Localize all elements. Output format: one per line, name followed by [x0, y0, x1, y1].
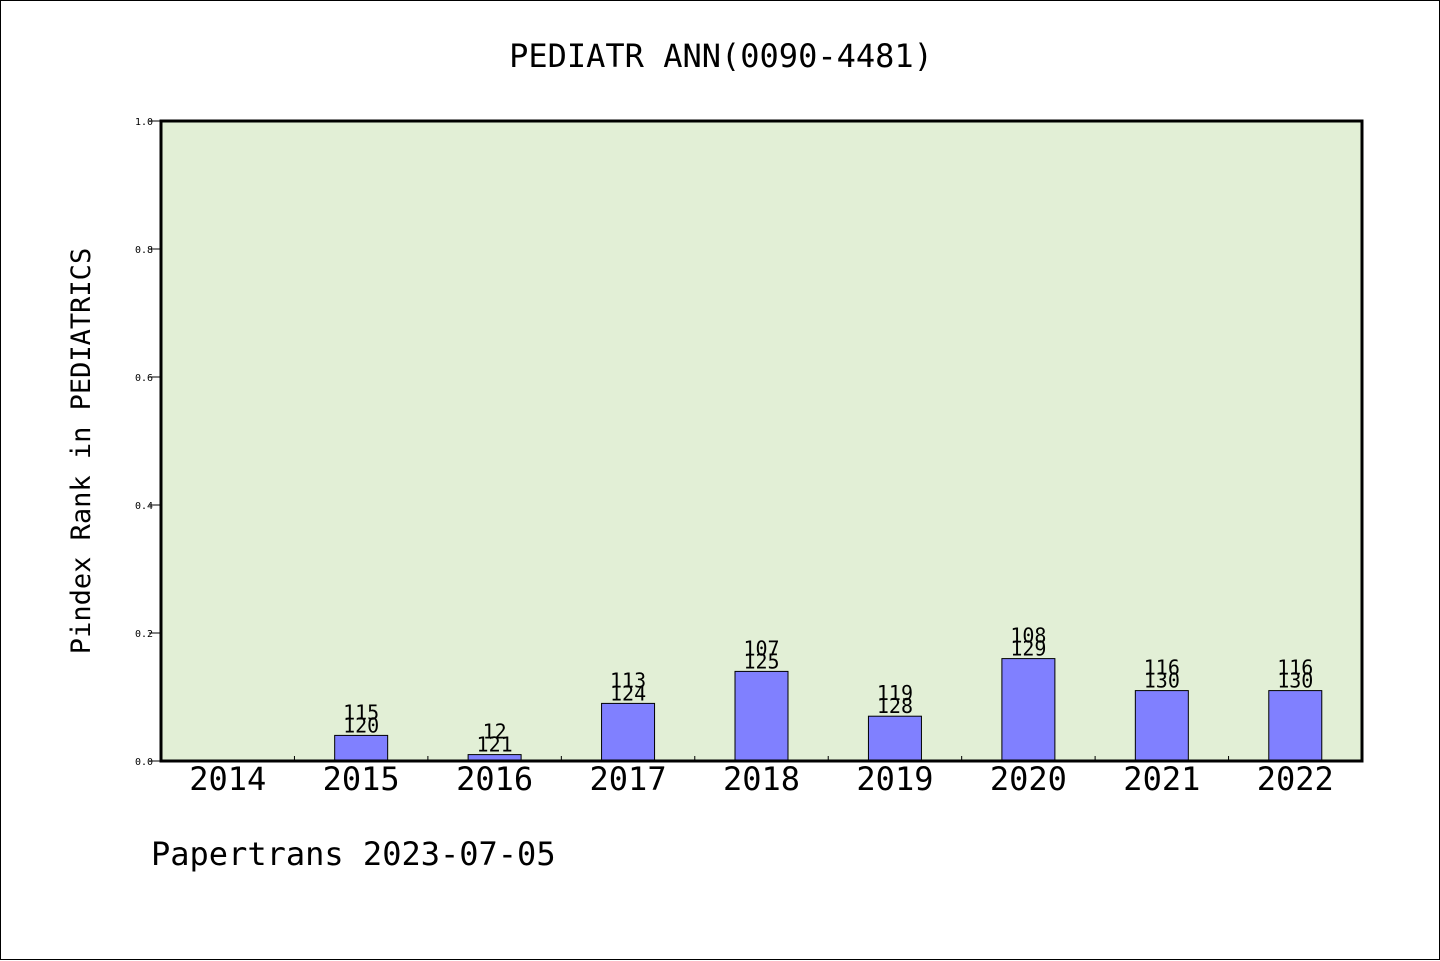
bar-rank-label: 116	[1277, 656, 1313, 680]
x-tick-label: 2021	[1123, 760, 1200, 798]
footer-credit: Papertrans 2023-07-05	[151, 835, 556, 873]
x-tick-label: 2014	[189, 760, 266, 798]
bar-total-label: 124	[610, 681, 646, 705]
bar-total-label: 130	[1144, 669, 1180, 693]
y-tick-label: 0.4	[135, 501, 153, 512]
bar	[1134, 690, 1189, 762]
plot-area	[161, 121, 1362, 761]
x-tick-label: 2020	[990, 760, 1067, 798]
bar-rank-label: 113	[610, 668, 646, 692]
x-tick-label: 2019	[856, 760, 933, 798]
bar-total-label: 129	[1010, 637, 1046, 661]
y-tick-label: 0.2	[135, 629, 153, 640]
bar-rank-label: 115	[343, 700, 379, 724]
y-tick-label: 1.0	[135, 117, 153, 128]
bar-rank-label: 107	[743, 636, 779, 660]
chart-title: PEDIATR ANN(0090-4481)	[509, 37, 933, 75]
bar-rank-label: 119	[877, 681, 913, 705]
bar	[734, 670, 789, 762]
x-tick-label: 2022	[1257, 760, 1334, 798]
bar	[1268, 690, 1323, 762]
x-tick-label: 2015	[323, 760, 400, 798]
plot-border	[159, 119, 1364, 763]
y-axis-ticks: 0.0 0.2 0.4 0.6 0.8 1.0	[135, 117, 161, 768]
bar-total-label: 130	[1277, 669, 1313, 693]
bars	[334, 658, 1323, 762]
bar-rank-label: 116	[1144, 656, 1180, 680]
y-tick-label: 0.6	[135, 373, 153, 384]
x-tick-label: 2017	[590, 760, 667, 798]
y-tick-label: 0.8	[135, 245, 153, 256]
x-tick-label: 2016	[456, 760, 533, 798]
y-tick-label: 0.0	[135, 757, 153, 768]
bar-total-label: 125	[743, 649, 779, 673]
x-tick-label: 2018	[723, 760, 800, 798]
bar-total-label: 121	[477, 733, 513, 757]
bar-total-label: 120	[343, 713, 379, 737]
bar-rank-label: 12	[483, 720, 507, 744]
x-axis-ticks: 2014 2015 2016 2017 2018 2019 2020 2021 2022	[189, 756, 1334, 798]
bar	[867, 715, 922, 762]
bar	[601, 702, 656, 762]
y-axis-label: Pindex Rank in PEDIATRICS	[66, 248, 97, 654]
bar-total-label: 128	[877, 694, 913, 718]
bar	[1001, 658, 1056, 762]
bar-rank-label: 108	[1010, 624, 1046, 648]
bar	[334, 734, 389, 762]
